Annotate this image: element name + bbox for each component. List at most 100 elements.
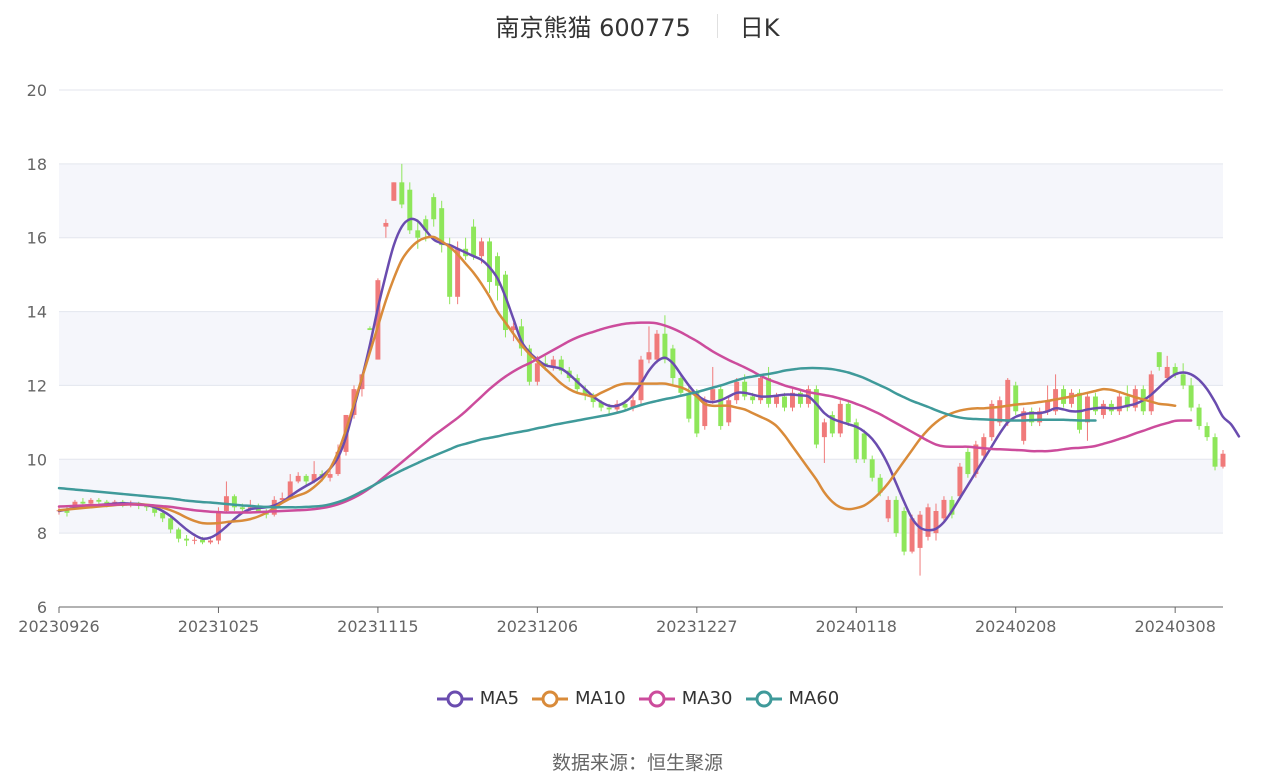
candle-body <box>837 403 843 434</box>
candle-body <box>742 381 748 397</box>
candle-body <box>885 499 891 519</box>
candle-body <box>1069 392 1074 404</box>
candle-body <box>973 444 979 475</box>
candle-body <box>407 189 413 231</box>
candle-body <box>176 529 182 539</box>
candle-body <box>1220 453 1226 467</box>
source-value: 恒生聚源 <box>647 752 724 774</box>
candle-body <box>1092 396 1098 412</box>
candle-body <box>279 498 285 500</box>
x-tick-label: 20240118 <box>816 617 897 636</box>
candle-body <box>391 182 397 201</box>
source-label: 数据来源： <box>551 752 647 774</box>
candle-body <box>1148 374 1154 412</box>
legend-item-ma30[interactable]: MA30 <box>638 688 733 709</box>
candle-body <box>399 182 405 205</box>
candle-body <box>941 499 947 519</box>
y-tick-label: 16 <box>27 229 47 248</box>
candle-body <box>287 481 293 499</box>
candle-body <box>526 348 532 382</box>
candle-body <box>502 274 508 331</box>
candle-body <box>574 378 580 390</box>
candle-body <box>758 378 764 401</box>
candle-body <box>813 389 819 445</box>
candle-body <box>853 422 859 460</box>
candle-body <box>686 392 692 419</box>
candle-body <box>590 394 596 403</box>
candle-body <box>694 392 700 434</box>
candle-body <box>877 477 883 493</box>
moving-averages <box>57 217 1241 541</box>
candle-body <box>829 414 835 434</box>
candle-body <box>479 241 485 257</box>
candle-body <box>423 219 429 231</box>
candle-body <box>821 422 827 438</box>
candle-body <box>909 518 915 552</box>
candle-body <box>72 501 78 508</box>
candle-body <box>654 333 660 360</box>
candle-body <box>622 403 628 408</box>
candle-body <box>925 507 931 537</box>
candle-body <box>160 512 166 519</box>
candle-body <box>367 328 373 331</box>
candle-body <box>510 326 516 331</box>
legend-item-ma10[interactable]: MA10 <box>531 688 626 709</box>
candle-body <box>678 378 684 393</box>
candle-body <box>790 392 795 408</box>
x-tick-label: 20231025 <box>178 617 259 636</box>
candle-body <box>957 466 963 497</box>
data-source: 数据来源：恒生聚源 <box>0 748 1275 775</box>
candle-body <box>1116 396 1122 412</box>
candle-body <box>1021 411 1027 441</box>
y-tick-label: 8 <box>37 524 47 543</box>
candle-body <box>383 222 389 227</box>
candle-body <box>144 505 150 508</box>
series-line-ma5 <box>57 217 1241 541</box>
candle-body <box>1037 411 1043 423</box>
candle-body <box>152 507 158 513</box>
candle-body <box>845 403 851 423</box>
candle-body <box>782 396 787 408</box>
x-tick-label: 20231227 <box>656 617 737 636</box>
plot-background <box>59 163 1223 534</box>
candle-body <box>518 326 524 349</box>
x-tick-label: 20240208 <box>975 617 1056 636</box>
legend-item-ma5[interactable]: MA5 <box>436 688 519 709</box>
grid-band <box>59 163 1223 238</box>
candle-body <box>1212 437 1218 467</box>
candle-body <box>1100 403 1106 415</box>
candle-body <box>215 510 221 541</box>
candle-body <box>200 539 205 543</box>
candle-body <box>534 363 540 382</box>
candle-body <box>239 507 245 510</box>
legend-item-ma60[interactable]: MA60 <box>745 688 839 709</box>
candle-body <box>901 510 907 552</box>
candle-body <box>606 407 612 410</box>
candle-body <box>1124 396 1130 408</box>
y-tick-label: 6 <box>37 598 47 617</box>
candle-body <box>295 475 301 482</box>
candle-body <box>231 496 237 508</box>
candle-body <box>1029 411 1035 423</box>
candle-body <box>1172 366 1178 375</box>
x-tick-label: 20240308 <box>1134 617 1215 636</box>
period-label: 日K <box>739 14 780 42</box>
candle-body <box>949 499 955 515</box>
candle-body <box>88 499 94 504</box>
candle-body <box>1156 352 1162 367</box>
candle-body <box>726 400 732 423</box>
candle-body <box>550 359 556 367</box>
candle-body <box>1196 407 1202 427</box>
x-tick-label: 20231115 <box>337 617 418 636</box>
candle-body <box>1180 374 1186 386</box>
candle-body <box>981 437 987 456</box>
candle-body <box>1013 385 1019 412</box>
candle-body <box>997 400 1003 423</box>
candle-body <box>64 510 70 513</box>
legend-marker-icon <box>638 690 675 707</box>
candle-body <box>630 400 636 408</box>
candle-body <box>1188 385 1194 408</box>
legend-marker-icon <box>532 690 569 707</box>
candle-body <box>598 402 604 408</box>
